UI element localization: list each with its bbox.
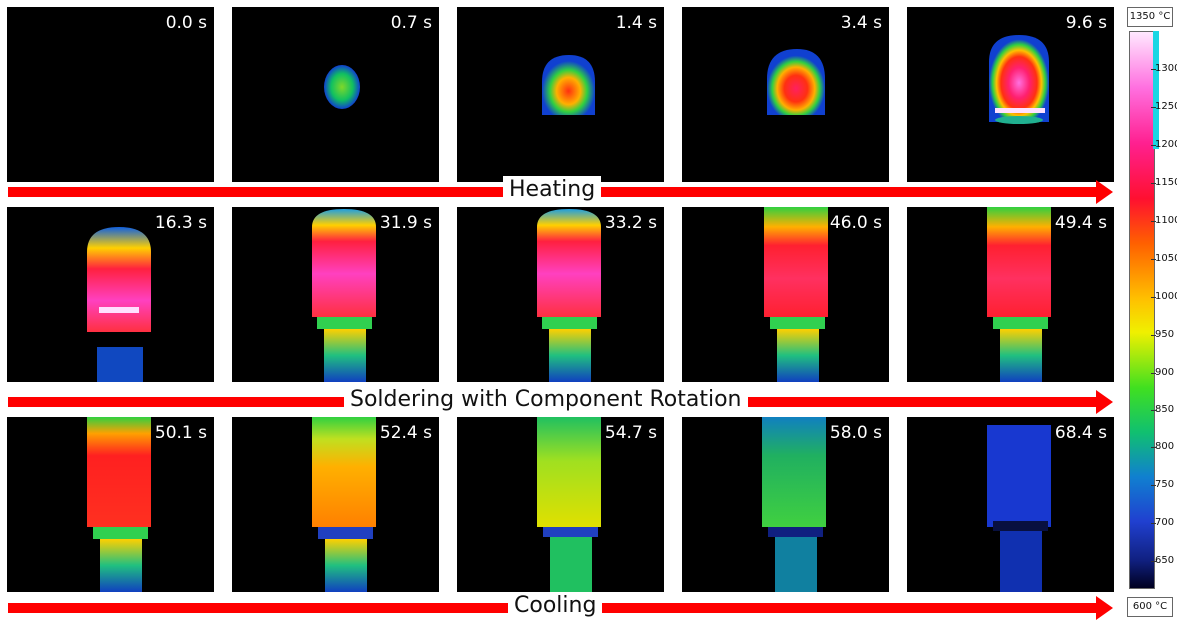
- frame-time: 1.4 s: [615, 13, 657, 33]
- colorbar-tick: 1100: [1151, 215, 1177, 226]
- thermal-frame: 0.0 s: [7, 7, 214, 182]
- hot-spot-image: [989, 35, 1049, 124]
- colorbar-tick: 700: [1151, 517, 1175, 528]
- thermal-frame: 54.7 s: [457, 417, 664, 592]
- component-image: [987, 207, 1051, 382]
- colorbar-tick: 1000: [1151, 291, 1177, 302]
- frame-time: 49.4 s: [1054, 213, 1107, 233]
- thermal-frame: 46.0 s: [682, 207, 889, 382]
- phase-arrow: Cooling: [8, 588, 1113, 628]
- colorbar-marker: [1153, 31, 1159, 149]
- frame-time: 33.2 s: [604, 213, 657, 233]
- colorbar-tick: 1150: [1151, 177, 1177, 188]
- frame-time: 9.6 s: [1065, 13, 1107, 33]
- frame-time: 68.4 s: [1054, 423, 1107, 443]
- phase-arrow: Heating: [8, 172, 1113, 212]
- component-image: [762, 417, 826, 592]
- frame-time: 52.4 s: [379, 423, 432, 443]
- colorbar-tick: 750: [1151, 479, 1175, 490]
- hot-spot-image: [324, 65, 360, 109]
- colorbar-tick: 1200: [1151, 139, 1177, 150]
- component-image: [87, 417, 151, 592]
- colorbar-tick: 900: [1151, 367, 1175, 378]
- frame-time: 16.3 s: [154, 213, 207, 233]
- thermal-frame: 52.4 s: [232, 417, 439, 592]
- thermal-frame: 16.3 s: [7, 207, 214, 382]
- component-image: [537, 209, 601, 382]
- frame-time: 0.7 s: [390, 13, 432, 33]
- colorbar-min-label: 600 °C: [1127, 597, 1173, 617]
- colorbar-tick: 950: [1151, 329, 1175, 340]
- thermal-frame: 50.1 s: [7, 417, 214, 592]
- frame-time: 31.9 s: [379, 213, 432, 233]
- colorbar-tick: 1050: [1151, 253, 1177, 264]
- component-image: [312, 417, 376, 592]
- phase-label: Cooling: [508, 592, 603, 620]
- frame-time: 58.0 s: [829, 423, 882, 443]
- colorbar-max-label: 1350 °C: [1127, 7, 1173, 27]
- colorbar-tick: 800: [1151, 441, 1175, 452]
- colorbar-gradient: [1129, 31, 1155, 589]
- colorbar-tick: 1300: [1151, 63, 1177, 74]
- component-image: [537, 417, 601, 592]
- frame-time: 46.0 s: [829, 213, 882, 233]
- thermal-frame: 9.6 s: [907, 7, 1114, 182]
- thermal-frame: 49.4 s: [907, 207, 1114, 382]
- frame-time: 3.4 s: [840, 13, 882, 33]
- phase-label: Heating: [503, 176, 602, 204]
- thermal-frame: 3.4 s: [682, 7, 889, 182]
- frame-time: 54.7 s: [604, 423, 657, 443]
- hot-spot-image: [767, 49, 825, 115]
- colorbar-tick: 650: [1151, 555, 1175, 566]
- phase-arrow: Soldering with Component Rotation: [8, 382, 1113, 422]
- thermal-frame: 0.7 s: [232, 7, 439, 182]
- hot-spot-image: [542, 55, 595, 115]
- thermal-frame: 33.2 s: [457, 207, 664, 382]
- component-image: [312, 209, 376, 382]
- colorbar-tick: 1250: [1151, 101, 1177, 112]
- frame-time: 50.1 s: [154, 423, 207, 443]
- thermal-frame: 68.4 s: [907, 417, 1114, 592]
- phase-label: Soldering with Component Rotation: [344, 386, 748, 414]
- thermal-frame: 1.4 s: [457, 7, 664, 182]
- thermal-frame: 31.9 s: [232, 207, 439, 382]
- colorbar-tick: 850: [1151, 404, 1175, 415]
- component-image: [87, 227, 151, 382]
- frame-time: 0.0 s: [165, 13, 207, 33]
- temperature-colorbar: 1350 °C 1300 1250 1200 1150 1100 1050 10…: [1125, 7, 1177, 617]
- thermal-frame: 58.0 s: [682, 417, 889, 592]
- component-image: [987, 425, 1051, 592]
- component-image: [764, 207, 828, 382]
